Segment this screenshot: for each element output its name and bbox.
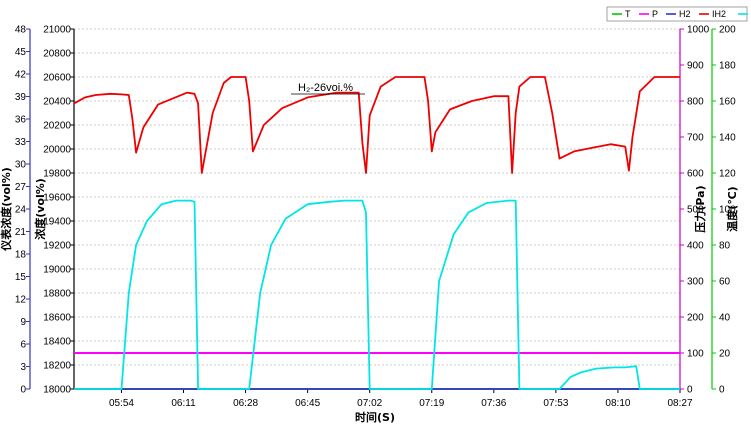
left-inner-tick-label: 18000 [43,385,71,396]
right-outer-tick-label: 120 [719,169,736,180]
right-inner-tick-label: 100 [687,349,704,360]
left-outer-axis-label: 仪表浓度(vol%) [0,167,13,252]
right-outer-tick-label: 100 [719,205,736,216]
left-inner-axis-label: 浓度(vol%) [33,178,47,240]
left-inner-tick-label: 20000 [43,145,71,156]
left-outer-tick-label: 36 [15,115,27,126]
right-inner-axis-label: 压力(Pa) [693,185,707,232]
right-inner-tick-label: 400 [687,241,704,252]
right-outer-tick-label: 180 [719,61,736,72]
right-inner-tick-label: 0 [687,385,693,396]
left-outer-tick-label: 18 [15,250,27,261]
x-tick-label: 05:54 [109,398,134,409]
right-inner-tick-label: 800 [687,97,704,108]
right-inner-tick-label: 1000 [687,25,710,36]
left-inner-tick-label: 18600 [43,313,71,324]
left-outer-tick-label: 3 [20,362,26,373]
x-tick-label: 07:53 [543,398,568,409]
series-line-ch2 [74,199,680,390]
right-inner-tick-label: 600 [687,169,704,180]
left-outer-tick-label: 12 [15,295,27,306]
x-tick-label: 07:19 [419,398,444,409]
left-inner-tick-label: 20200 [43,121,71,132]
left-inner-tick-label: 21000 [43,25,71,36]
grid [74,28,680,366]
left-inner-tick-label: 19800 [43,169,71,180]
left-outer-tick-label: 21 [15,227,27,238]
legend-label-h2: H2 [679,9,691,19]
annotation: H₂-26voi.% [298,82,353,94]
left-outer-tick-label: 0 [20,385,26,396]
left-outer-tick-label: 27 [15,182,27,193]
left-outer-tick-label: 9 [20,317,26,328]
right-outer-axis-label: 温度(℃) [725,186,739,231]
legend-label-ih2: IH2 [712,9,726,19]
x-axis-label: 时间(S) [355,410,395,424]
x-tick-label: 07:36 [481,398,506,409]
left-inner-tick-label: 18800 [43,289,71,300]
left-inner-tick-label: 19200 [43,241,71,252]
right-outer-tick-label: 40 [719,313,731,324]
x-tick-label: 08:10 [605,398,630,409]
right-outer-tick-label: 60 [719,277,731,288]
right-outer-tick-label: 200 [719,25,736,36]
series-layer [73,76,680,390]
left-outer-tick-label: 6 [20,340,26,351]
x-tick-label: 08:27 [667,398,692,409]
right-inner-tick-label: 500 [687,205,704,216]
right-outer-tick-label: 0 [719,385,725,396]
x-tick-label: 06:28 [233,398,258,409]
right-inner-tick-label: 700 [687,133,704,144]
right-outer-tick-label: 20 [719,349,731,360]
right-outer-tick-label: 80 [719,241,731,252]
left-outer-tick-label: 42 [15,70,27,81]
x-tick-label: 07:02 [357,398,382,409]
left-inner-tick-label: 20800 [43,49,71,60]
left-inner-tick-label: 20400 [43,97,71,108]
left-outer-tick-label: 48 [15,25,27,36]
right-inner-tick-label: 200 [687,313,704,324]
legend-label-t: T [625,9,631,19]
left-outer-tick-label: 45 [15,47,27,58]
right-inner-tick-label: 300 [687,277,704,288]
left-inner-tick-label: 19000 [43,265,71,276]
x-tick-label: 06:11 [171,398,196,409]
left-inner-tick-label: 18200 [43,361,71,372]
left-outer-tick-label: 30 [15,160,27,171]
legend: TPH2IH2CH2 [606,6,748,22]
left-outer-tick-label: 39 [15,92,27,103]
x-tick-label: 06:45 [295,398,320,409]
left-inner-tick-label: 18400 [43,337,71,348]
left-inner-tick-label: 19400 [43,217,71,228]
right-outer-tick-label: 160 [719,97,736,108]
series-line-ih2 [73,76,680,174]
right-outer-tick-label: 140 [719,133,736,144]
left-outer-tick-label: 33 [15,137,27,148]
left-inner-tick-label: 20600 [43,73,71,84]
legend-label-p: P [652,9,658,19]
right-inner-tick-label: 900 [687,61,704,72]
left-inner-tick-label: 19600 [43,193,71,204]
left-outer-tick-label: 24 [15,205,27,216]
left-outer-tick-label: 15 [15,272,27,283]
